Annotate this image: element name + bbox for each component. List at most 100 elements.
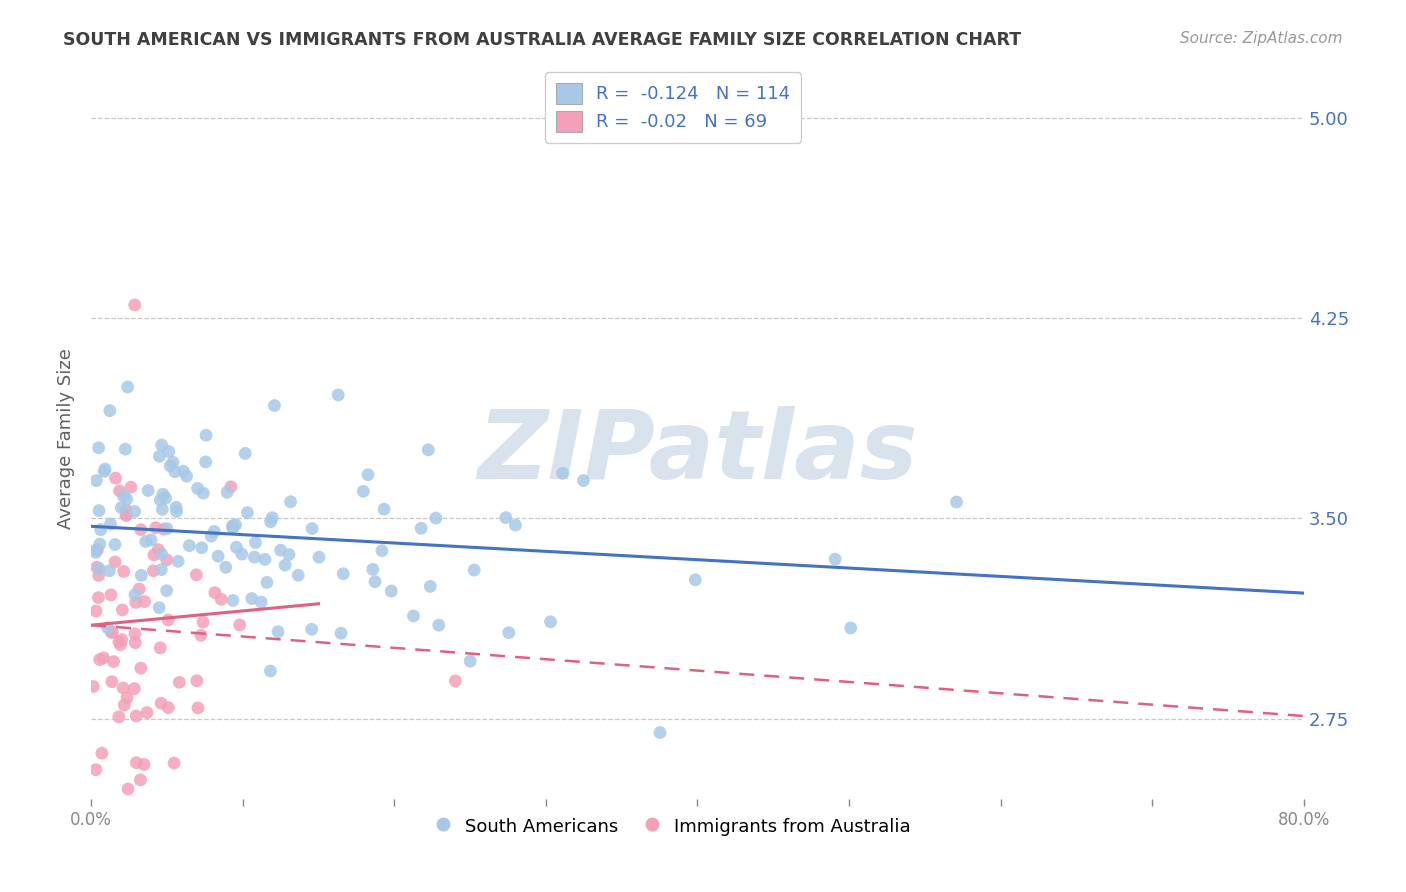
Point [84, 474, 107, 488]
Point [167, 554, 190, 568]
Point [179, 539, 201, 553]
Point [87, 503, 110, 517]
Point [231, 547, 253, 561]
Point [87, 441, 110, 455]
Point [187, 482, 209, 496]
Point [124, 588, 146, 602]
Point [945, 495, 967, 509]
Point [108, 635, 131, 649]
Point [86, 542, 108, 557]
Point [89, 537, 111, 551]
Point [190, 628, 212, 642]
Legend: South Americans, Immigrants from Australia: South Americans, Immigrants from Austral… [429, 809, 918, 844]
Point [148, 542, 170, 557]
Point [101, 625, 124, 640]
Point [100, 588, 122, 602]
Point [112, 565, 135, 579]
Point [217, 485, 239, 500]
Y-axis label: Average Family Size: Average Family Size [58, 348, 75, 529]
Point [166, 504, 188, 518]
Point [221, 518, 243, 533]
Point [495, 510, 517, 524]
Point [253, 552, 276, 566]
Point [134, 594, 156, 608]
Point [112, 489, 135, 503]
Point [157, 700, 180, 714]
Point [157, 613, 180, 627]
Point [89, 652, 111, 666]
Point [380, 584, 402, 599]
Point [839, 621, 862, 635]
Point [240, 591, 263, 606]
Point [129, 523, 152, 537]
Point [112, 681, 135, 695]
Point [90, 746, 112, 760]
Point [90, 523, 112, 537]
Point [135, 534, 157, 549]
Point [364, 574, 387, 589]
Point [115, 508, 138, 522]
Point [330, 626, 353, 640]
Point [89, 561, 111, 575]
Point [371, 543, 394, 558]
Point [551, 467, 574, 481]
Point [125, 756, 148, 770]
Point [129, 661, 152, 675]
Point [332, 566, 354, 581]
Point [328, 388, 350, 402]
Text: Source: ZipAtlas.com: Source: ZipAtlas.com [1180, 31, 1343, 46]
Point [124, 298, 146, 312]
Point [505, 518, 527, 533]
Point [172, 464, 194, 478]
Point [153, 522, 176, 536]
Point [195, 428, 218, 442]
Point [157, 444, 180, 458]
Point [191, 615, 214, 629]
Point [108, 710, 131, 724]
Point [87, 591, 110, 605]
Point [236, 506, 259, 520]
Point [132, 757, 155, 772]
Point [259, 515, 281, 529]
Point [280, 494, 302, 508]
Point [149, 493, 172, 508]
Point [110, 638, 132, 652]
Point [100, 625, 122, 640]
Point [202, 524, 225, 539]
Point [418, 442, 440, 457]
Point [163, 756, 186, 770]
Point [125, 709, 148, 723]
Point [93, 651, 115, 665]
Point [163, 465, 186, 479]
Point [117, 782, 139, 797]
Point [156, 522, 179, 536]
Point [245, 535, 267, 549]
Point [259, 664, 281, 678]
Point [93, 464, 115, 478]
Point [104, 555, 127, 569]
Point [411, 521, 433, 535]
Point [150, 547, 173, 561]
Point [273, 835, 295, 849]
Point [176, 469, 198, 483]
Point [124, 681, 146, 696]
Point [262, 510, 284, 524]
Point [84, 545, 107, 559]
Point [115, 503, 138, 517]
Point [84, 604, 107, 618]
Point [419, 579, 441, 593]
Point [233, 446, 256, 460]
Point [152, 487, 174, 501]
Point [111, 603, 134, 617]
Point [110, 500, 132, 515]
Point [98, 403, 121, 417]
Point [145, 521, 167, 535]
Point [111, 632, 134, 647]
Point [221, 521, 243, 535]
Text: SOUTH AMERICAN VS IMMIGRANTS FROM AUSTRALIA AVERAGE FAMILY SIZE CORRELATION CHAR: SOUTH AMERICAN VS IMMIGRANTS FROM AUSTRA… [63, 31, 1021, 49]
Point [225, 517, 247, 532]
Point [215, 560, 238, 574]
Point [540, 615, 562, 629]
Point [87, 568, 110, 582]
Point [278, 548, 301, 562]
